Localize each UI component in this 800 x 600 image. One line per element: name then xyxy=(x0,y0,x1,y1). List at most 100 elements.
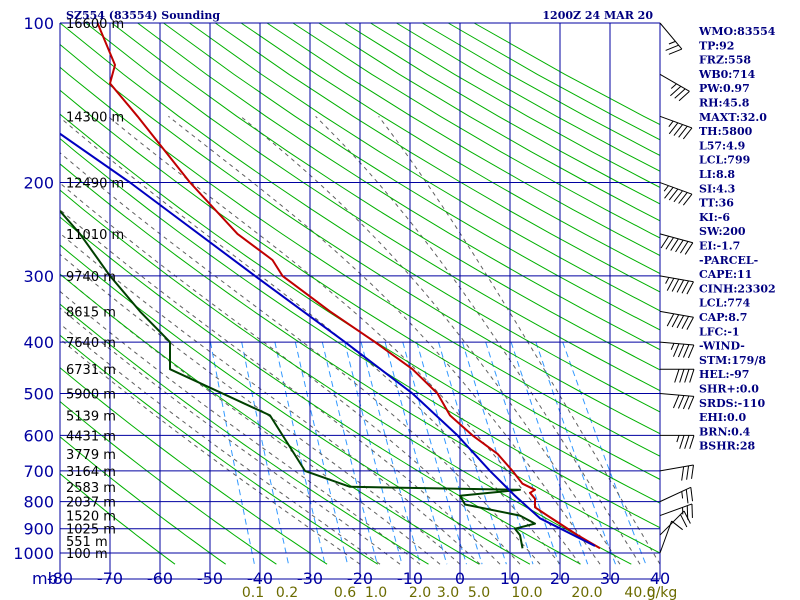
wind-barb-flag xyxy=(673,190,683,203)
sounding-series xyxy=(60,22,601,550)
dry-adiabat-50 xyxy=(60,137,660,529)
wind-barb-flag xyxy=(674,369,680,383)
wind-barb-flag xyxy=(671,278,680,292)
mixing-ratio-labels: 0.1 0.2 0.6 1.0 2.0 3.0 5.0 10.0 20.0 40.0g/kg xyxy=(242,585,677,600)
wind-barb-flag xyxy=(670,238,679,251)
height-label: 12490 m xyxy=(66,177,124,192)
height-label: 3779 m xyxy=(66,448,116,463)
mixing-ratio-unit: g/kg xyxy=(647,585,678,600)
dry-adiabat--40 xyxy=(60,400,277,565)
wind-barbs xyxy=(659,22,695,554)
wind-barb-flag xyxy=(672,394,680,409)
temperature-label-0: 0 xyxy=(455,569,465,588)
dry-adiabat-30 xyxy=(60,189,632,565)
mixing-ratio-line-10 xyxy=(461,341,534,565)
mixing-ratio-line-4 xyxy=(402,341,467,565)
wind-barb-flag xyxy=(671,314,680,328)
index-entry: L57:4.9 xyxy=(699,139,745,152)
index-entry: PW:0.97 xyxy=(699,82,750,95)
wind-barb-flag xyxy=(660,235,670,249)
wind-barb-half xyxy=(670,343,675,350)
wind-barb-flag xyxy=(684,242,694,255)
index-entry: EI:-1.7 xyxy=(699,240,740,253)
wind-barb-flag xyxy=(674,88,686,99)
height-label: 8615 m xyxy=(66,305,116,320)
mixing-ratio-line-1.5 xyxy=(344,341,403,565)
mixing-ratio-label-0.2: 0.2 xyxy=(276,585,298,600)
wind-barb-flag xyxy=(691,464,694,479)
wind-barb xyxy=(659,341,694,346)
index-entry: LCL:799 xyxy=(699,154,750,167)
mixing-ratio-line-14 xyxy=(485,341,560,565)
height-label: 4431 m xyxy=(66,429,116,444)
wind-barb-flag xyxy=(675,239,684,253)
index-entry: BRN:0.4 xyxy=(699,425,751,438)
temperature-label--70: -70 xyxy=(97,569,123,588)
index-entry: RH:45.8 xyxy=(699,97,750,110)
dry-adiabat--60 xyxy=(60,473,176,565)
wind-barb xyxy=(659,392,694,397)
wind-barb-flag xyxy=(677,395,685,409)
wind-barb-half xyxy=(665,277,670,284)
mixing-ratio-line-20 xyxy=(510,341,589,565)
mixing-ratio-label-1: 1.0 xyxy=(365,585,387,600)
wind-barb xyxy=(659,520,673,554)
pressure-label-100: 100 xyxy=(23,14,54,33)
temperature-label-10: 10 xyxy=(500,569,520,588)
index-entry: SHR+:0.0 xyxy=(699,383,759,396)
dry-adiabat-70 xyxy=(60,89,660,480)
dry-adiabat-180 xyxy=(266,22,660,257)
temperature-label--60: -60 xyxy=(147,569,173,588)
wind-barb xyxy=(659,73,690,92)
wind-barb-half xyxy=(670,83,677,89)
index-entry: LCL:774 xyxy=(699,297,751,310)
mixing-ratio-line-28 xyxy=(535,341,616,565)
dry-adiabat--10 xyxy=(60,303,429,565)
dry-adiabat-110 xyxy=(85,22,660,392)
dry-adiabat-60 xyxy=(60,113,660,504)
pressure-label-900: 900 xyxy=(23,520,54,539)
wind-barb-flag xyxy=(678,192,688,204)
dry-adiabat--50 xyxy=(60,436,226,565)
index-entry: BSHR:28 xyxy=(699,440,755,453)
dry-adiabat-90 xyxy=(60,43,660,435)
temperature-label-30: 30 xyxy=(600,569,620,588)
wind-barb-flag xyxy=(668,122,679,135)
wind-barb-flag xyxy=(684,369,690,383)
wind-barb-half xyxy=(668,40,676,45)
index-entry: FRZ:558 xyxy=(699,54,751,67)
temperature-label--50: -50 xyxy=(197,569,223,588)
height-label: 9740 m xyxy=(66,270,116,285)
index-entry: TT:36 xyxy=(699,197,734,210)
height-label: 6731 m xyxy=(66,363,116,378)
mixing-ratio-label-40: 40.0 xyxy=(624,585,655,600)
dry-adiabat-130 xyxy=(137,22,660,351)
dry-adiabat-170 xyxy=(240,22,660,275)
wind-barb-flag xyxy=(681,316,690,329)
height-label: 1025 m xyxy=(66,523,116,538)
chart-title: SZ554 (83554) Sounding xyxy=(66,9,220,22)
index-entry: HEL:-97 xyxy=(699,368,749,381)
wind-barb xyxy=(659,510,685,536)
pressure-label-200: 200 xyxy=(23,174,54,193)
height-label: 551 m xyxy=(66,535,108,550)
dry-adiabat--20 xyxy=(60,334,379,565)
wind-barb xyxy=(659,464,694,472)
wind-barb-flag xyxy=(673,124,683,136)
wind-barb xyxy=(659,486,692,503)
index-entry: TH:5800 xyxy=(699,125,753,138)
mixing-ratio-line-0.1 xyxy=(210,342,255,565)
mixing-ratio-label-0.6: 0.6 xyxy=(334,585,356,600)
wind-barb-flag xyxy=(689,369,695,383)
wind-barb-flag xyxy=(689,435,695,449)
pressure-label-800: 800 xyxy=(23,493,54,512)
wind-barb-flag xyxy=(666,278,675,291)
index-entry: STM:179/8 xyxy=(699,354,766,367)
mixing-ratio-line-7 xyxy=(438,341,507,565)
temperature-label-40: 40 xyxy=(650,569,670,588)
index-entry: TP:92 xyxy=(699,39,734,52)
temperature-label--10: -10 xyxy=(397,569,423,588)
mixing-ratio-lines xyxy=(210,341,647,565)
pressure-label-700: 700 xyxy=(23,462,54,481)
